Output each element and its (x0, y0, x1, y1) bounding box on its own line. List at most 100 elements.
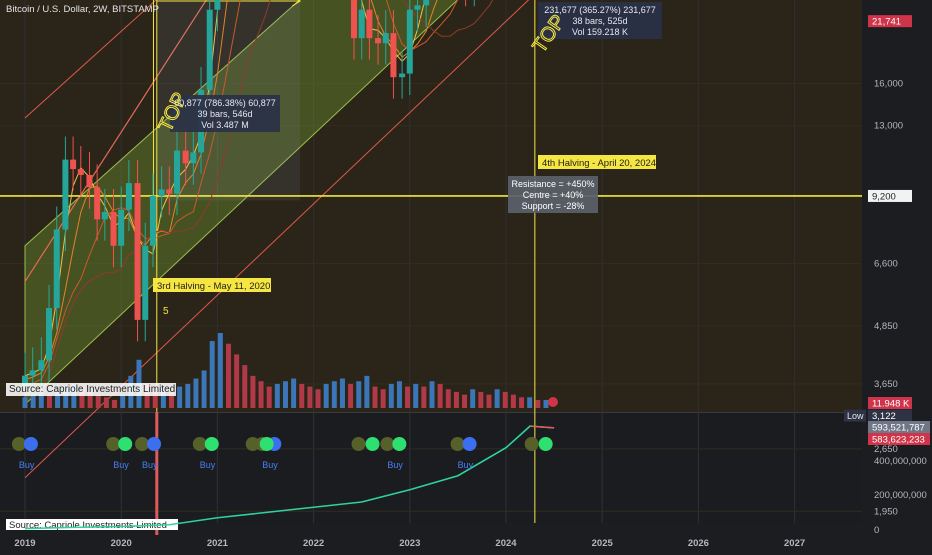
candle-body (70, 159, 77, 170)
low-label-bg (844, 409, 866, 422)
time-tick-label: 2026 (688, 538, 709, 549)
volume-bar (348, 383, 354, 408)
volume-bar (87, 391, 93, 408)
volume-bar (453, 391, 459, 408)
candle-body (166, 189, 173, 194)
candle-body (158, 189, 165, 196)
buy-signal-label: Buy (262, 460, 278, 470)
volume-bar (30, 394, 36, 408)
channel-label: Resistance = +450%Centre = +40%Support =… (508, 176, 598, 213)
channel-upper-line (24, 0, 157, 119)
time-axis-bg (0, 536, 932, 550)
price-badge (868, 409, 912, 422)
volume-bar (331, 381, 337, 408)
candle-body (53, 229, 60, 309)
candle-body (149, 195, 156, 246)
candle-body (46, 308, 53, 361)
candle-body (414, 5, 421, 10)
candle-body (190, 152, 197, 164)
volume-bar (421, 386, 427, 408)
annotation-box (170, 95, 280, 132)
candle-body (399, 73, 406, 78)
volume-bar (120, 394, 126, 408)
candle-body (77, 169, 84, 175)
price-tick-label: 6,600 (874, 258, 898, 269)
volume-bar (519, 397, 525, 408)
indicator-tick-label: 0 (874, 525, 879, 536)
candle-body (142, 245, 149, 320)
candle-body (118, 209, 125, 246)
volume-bar (103, 397, 109, 408)
volume-bar (282, 381, 288, 408)
candle-body (29, 370, 36, 376)
halving-text: 4th Halving - April 20, 2024 (542, 158, 656, 169)
time-tick-label: 2027 (784, 538, 805, 549)
volume-bar (274, 383, 280, 408)
arrow-head (291, 0, 302, 7)
source-label-bg (6, 519, 178, 530)
volume-bar (413, 383, 419, 408)
candle-body (94, 187, 101, 220)
volume-bar (339, 378, 345, 408)
price-pane (0, 0, 862, 412)
indicator-badge (868, 433, 930, 445)
indicator-tick-label: 400,000,000 (874, 456, 927, 467)
candle-body (38, 360, 45, 371)
volume-bar (95, 394, 101, 408)
volume-bar (79, 389, 85, 408)
indicator-pane (0, 413, 862, 523)
volume-bar (112, 399, 118, 408)
buy-signal-label: Buy (458, 460, 474, 470)
time-tick-label: 2019 (14, 538, 35, 549)
volume-bar (234, 354, 240, 408)
annotation-text: 39 bars, 546d (197, 109, 252, 119)
volume-bar (299, 383, 305, 408)
chart-title: Bitcoin / U.S. Dollar, 2W, BITSTAMP (6, 4, 159, 15)
volume-bar (315, 389, 321, 408)
volume-badge (868, 397, 912, 409)
candle-body (214, 0, 221, 10)
price-badge (868, 189, 912, 202)
volume-bar (160, 386, 166, 408)
signal-dot (259, 437, 274, 451)
buy-signal-dot (11, 437, 26, 451)
volume-bar (527, 397, 533, 408)
time-tick-label: 2022 (303, 538, 324, 549)
source-label: Source: Capriole Investments Limited (9, 384, 175, 395)
time-tick-label: 2020 (111, 538, 132, 549)
halving-text: 3rd Halving - May 11, 2020 (157, 281, 270, 292)
volume-badge-label: 11.948 K (872, 399, 910, 410)
volume-bar (445, 389, 451, 408)
volume-bar (209, 341, 215, 408)
volume-bar (55, 391, 61, 408)
volume-bar (462, 394, 468, 408)
event-marker (548, 397, 558, 407)
time-tick-label: 2021 (207, 538, 229, 549)
volume-bar (535, 399, 541, 408)
volume-bar (380, 389, 386, 408)
volume-bar (486, 394, 492, 408)
candle-body (206, 9, 213, 90)
buy-signal-dot (450, 437, 465, 451)
candle-body (125, 183, 132, 210)
volume-bar (217, 333, 223, 408)
volume-bar (185, 383, 191, 408)
buy-signal-dot (106, 437, 121, 451)
annotation-text: Support = -28% (522, 201, 585, 211)
price-badge (868, 15, 912, 28)
volume-bar (323, 383, 329, 408)
volume-bar (250, 375, 256, 408)
price-badge-label: 9,200 (872, 191, 896, 202)
candle-body (101, 212, 108, 220)
candle-body (22, 375, 28, 387)
volume-bar (226, 343, 231, 408)
volume-bar (405, 386, 411, 408)
volume-bar (364, 375, 370, 408)
signal-dot (524, 437, 539, 451)
annotation-box (538, 2, 662, 39)
volume-bar (478, 391, 484, 408)
